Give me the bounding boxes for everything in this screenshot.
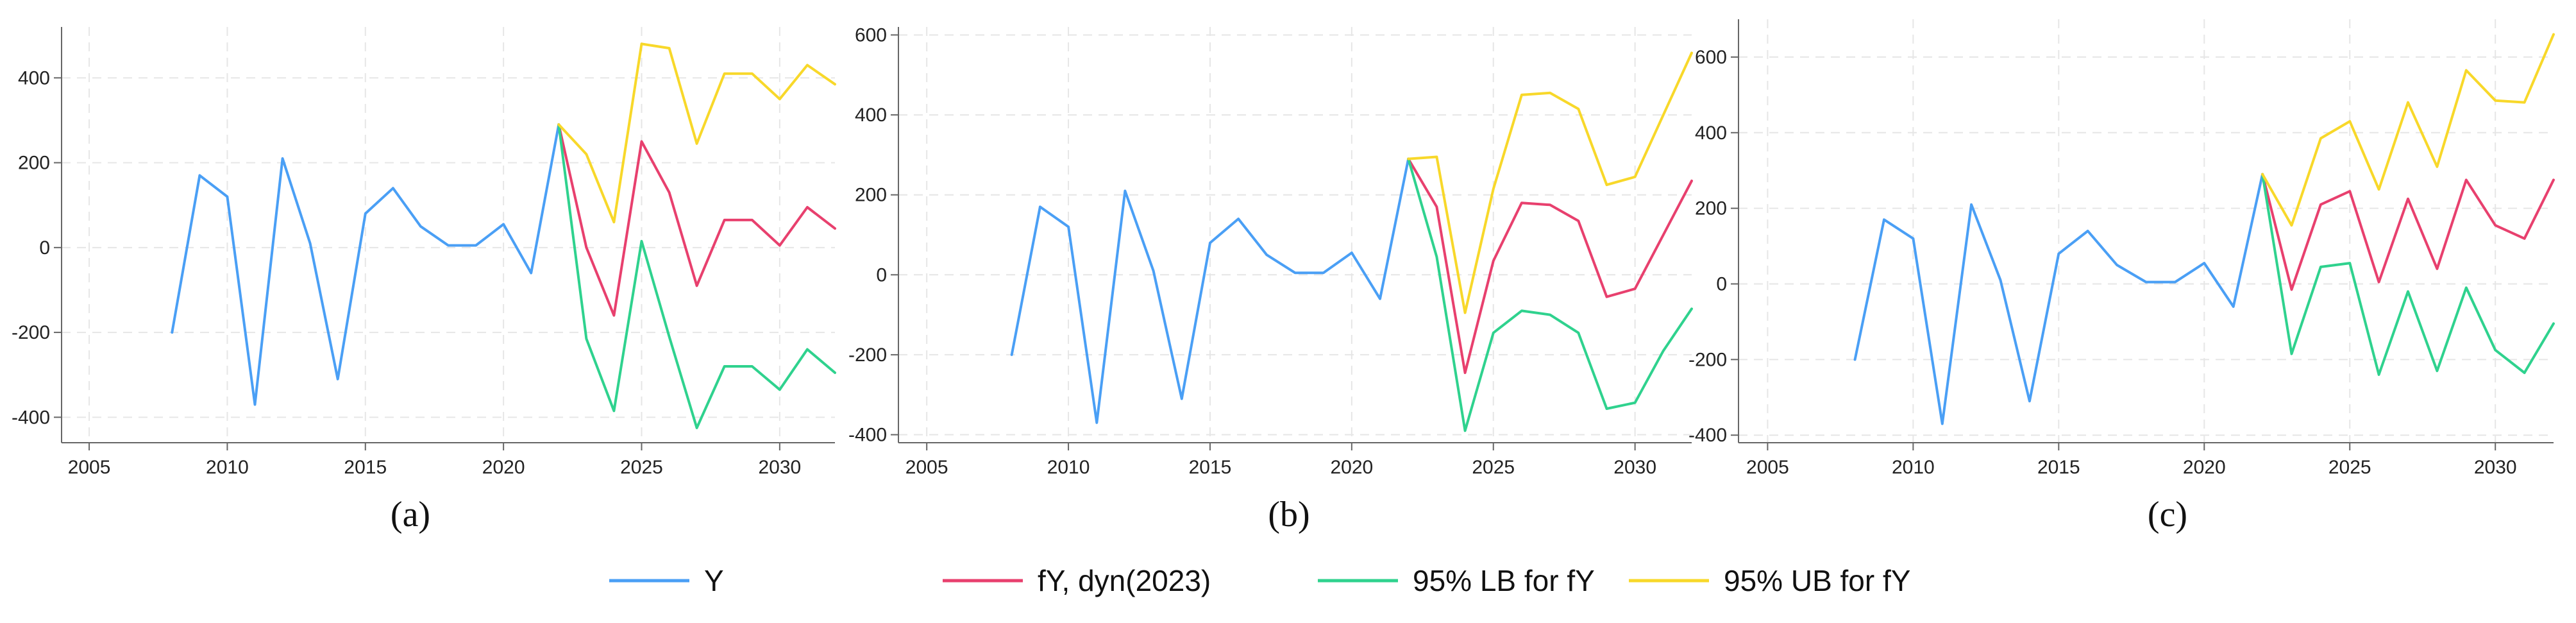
x-tick-label: 2030 (758, 457, 801, 478)
series-line-lb (2261, 173, 2555, 376)
legend-item-ub: 95% UB for fY (1629, 564, 1910, 597)
x-tick-label: 2015 (2037, 457, 2080, 478)
y-tick-label: 200 (1695, 198, 1727, 219)
x-tick-label: 2010 (206, 457, 249, 478)
y-tick-label: -200 (1688, 349, 1727, 370)
x-tick-label: 2015 (344, 457, 387, 478)
x-tick-label: 2005 (68, 457, 111, 478)
x-tick-label: 2020 (2183, 457, 2226, 478)
y-tick-label: 600 (1695, 47, 1727, 68)
y-tick-label: 400 (18, 67, 50, 89)
x-tick-label: 2010 (1047, 457, 1090, 478)
x-tick-label: 2030 (1613, 457, 1656, 478)
series-line-lb (557, 123, 836, 429)
x-tick-label: 2025 (620, 457, 663, 478)
y-tick-label: 0 (876, 264, 887, 286)
y-tick-label: 400 (1695, 123, 1727, 144)
series-line-ub (1407, 51, 1693, 314)
x-tick-label: 2015 (1189, 457, 1232, 478)
x-tick-label: 2005 (1746, 457, 1789, 478)
x-tick-label: 2020 (482, 457, 525, 478)
series-line-y (1010, 157, 1410, 424)
x-tick-label: 2030 (2474, 457, 2517, 478)
y-tick-label: 200 (855, 185, 887, 206)
legend-label: 95% UB for fY (1724, 564, 1910, 597)
panel-label: (c) (2148, 495, 2187, 534)
series-line-fy (1407, 157, 1693, 374)
series-line-ub (557, 42, 836, 224)
panel-label: (b) (1268, 495, 1309, 534)
legend-item-y: Y (609, 564, 724, 597)
chart-panel-2: 2005 2010 2015 2020 2025 2030 -400 -200 0 200 400 6… (848, 24, 1693, 534)
y-tick-label: -400 (12, 407, 50, 428)
series-line-ub (2261, 33, 2555, 227)
y-tick-label: 0 (39, 237, 50, 259)
panel-label: (a) (391, 495, 430, 534)
legend-label: 95% LB for fY (1413, 564, 1595, 597)
x-tick-label: 2005 (905, 457, 948, 478)
y-tick-label: -200 (12, 322, 50, 343)
legend-item-fy: fY, dyn(2023) (943, 564, 1211, 597)
x-tick-label: 2025 (2328, 457, 2371, 478)
y-tick-label: 200 (18, 153, 50, 174)
series-line-lb (1407, 157, 1693, 432)
x-tick-label: 2010 (1892, 457, 1935, 478)
series-line-fy (557, 123, 836, 317)
y-tick-label: -200 (848, 345, 887, 366)
chart-panel-3: 2005 2010 2015 2020 2025 2030 -400 -200 0 200 400 6… (1688, 19, 2555, 534)
chart-panel-1: 2005 2010 2015 2020 2025 2030 -400 -200 0 200 400 (… (12, 27, 836, 534)
y-tick-label: 0 (1716, 274, 1727, 295)
y-tick-label: 600 (855, 24, 887, 46)
legend-label: Y (704, 564, 724, 597)
panels: 2005 2010 2015 2020 2025 2030 -400 -200 0 200 400 (… (12, 19, 2555, 534)
series-line-y (171, 123, 560, 406)
y-tick-label: 400 (855, 105, 887, 126)
y-tick-label: -400 (1688, 425, 1727, 446)
series-line-fy (2261, 173, 2555, 291)
legend-label: fY, dyn(2023) (1038, 564, 1211, 597)
x-tick-label: 2025 (1472, 457, 1515, 478)
x-tick-label: 2020 (1330, 457, 1373, 478)
y-tick-label: -400 (848, 425, 887, 446)
series-line-y (1853, 173, 2264, 425)
legend-item-lb: 95% LB for fY (1318, 564, 1595, 597)
